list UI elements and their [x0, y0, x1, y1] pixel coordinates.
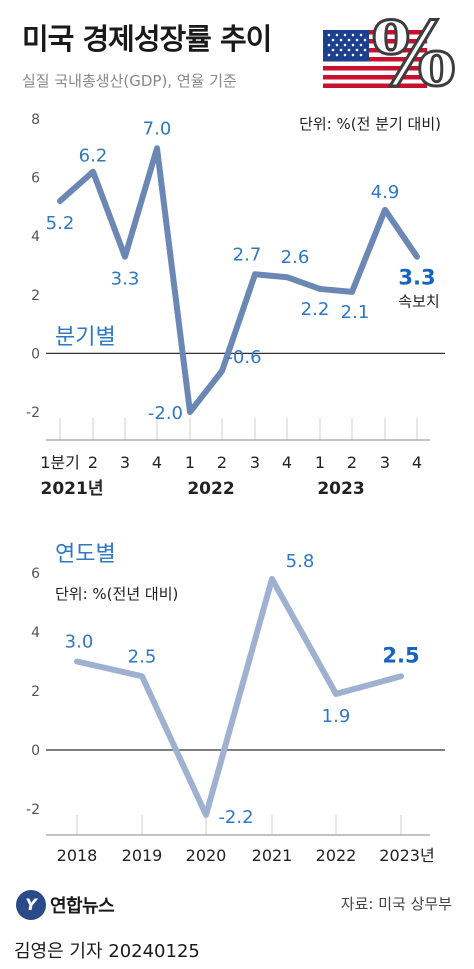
data-label: -2.2	[218, 807, 253, 828]
x-tick-label: 3	[120, 453, 130, 472]
y-tick-label: 8	[31, 112, 40, 128]
series-line-annual	[74, 575, 404, 818]
x-tick-label: 3	[250, 453, 260, 472]
y-tick-label: 2	[31, 684, 40, 700]
y-tick-label: -2	[26, 405, 40, 421]
year-label: 2023	[317, 479, 364, 499]
data-label: 2.1	[341, 302, 370, 323]
x-tick-label: 2022	[316, 846, 357, 865]
x-tick-label: 4	[412, 453, 422, 472]
x-tick-label: 1	[315, 453, 325, 472]
x-tick-label: 4	[282, 453, 292, 472]
source-note: 자료: 미국 상무부	[340, 895, 452, 913]
us-flag-icon	[323, 30, 427, 88]
data-label: 1.9	[322, 706, 351, 727]
x-tick-label: 2019	[122, 846, 163, 865]
brand-name: 연합뉴스	[50, 896, 115, 917]
series-line-quarterly	[57, 145, 420, 415]
data-label: 6.2	[79, 146, 108, 167]
data-label: 4.9	[371, 182, 400, 203]
quarterly-chart: 8 6 4 2 0 -2 1분기 2 3 4 1 2 3 4 1 2 3 4 2021년 2022 2023 단위: %(…	[26, 112, 445, 499]
section-label-annual: 연도별	[55, 542, 116, 567]
percent-symbol-icon: %	[371, 2, 458, 106]
x-tick-label: 1분기	[40, 453, 80, 472]
x-tick-label: 2018	[57, 846, 98, 865]
year-label: 2021년	[41, 479, 104, 499]
data-label: 2.7	[233, 244, 262, 265]
x-tick-label: 4	[152, 453, 162, 472]
year-label: 2022	[187, 479, 234, 499]
unit-note: 단위: %(전 분기 대비)	[299, 115, 441, 133]
x-tick-label: 2023년	[379, 846, 434, 865]
data-label: 5.8	[286, 551, 315, 572]
page-subtitle: 실질 국내총생산(GDP), 연율 기준	[22, 72, 237, 90]
data-label: 7.0	[143, 118, 172, 139]
x-tick-label: 2	[347, 453, 357, 472]
data-label: 2.6	[281, 247, 310, 268]
x-tick-label: 2021	[252, 846, 293, 865]
data-label: 2.5	[382, 643, 419, 667]
yonhap-logo-icon: Y	[16, 890, 46, 920]
x-tick-label: 2020	[186, 846, 227, 865]
byline: 김영은 기자 20240125	[14, 941, 200, 962]
page-title: 미국 경제성장률 추이	[22, 22, 272, 56]
section-label-quarterly: 분기별	[55, 325, 116, 350]
unit-note: 단위: %(전년 대비)	[55, 585, 178, 603]
y-tick-label: 0	[31, 743, 40, 759]
data-label: 5.2	[46, 213, 75, 234]
y-tick-label: 4	[31, 625, 40, 641]
data-label: 2.2	[301, 299, 330, 320]
data-label: 3.3	[111, 269, 140, 290]
data-label: 3.3	[398, 266, 435, 290]
data-label: -0.6	[226, 347, 261, 368]
x-tick-label: 1	[185, 453, 195, 472]
y-tick-label: -2	[26, 802, 40, 818]
y-tick-label: 6	[31, 566, 40, 582]
x-tick-label: 2	[217, 453, 227, 472]
y-tick-label: 2	[31, 288, 40, 304]
y-tick-label: 6	[31, 171, 40, 187]
preliminary-note: 속보치	[398, 293, 439, 311]
data-label: 3.0	[65, 632, 94, 653]
y-tick-label: 4	[31, 229, 40, 245]
data-label: 2.5	[128, 646, 157, 667]
data-label: -2.0	[148, 403, 183, 424]
y-tick-label: 0	[31, 346, 40, 362]
x-tick-label: 3	[380, 453, 390, 472]
x-tick-label: 2	[88, 453, 98, 472]
